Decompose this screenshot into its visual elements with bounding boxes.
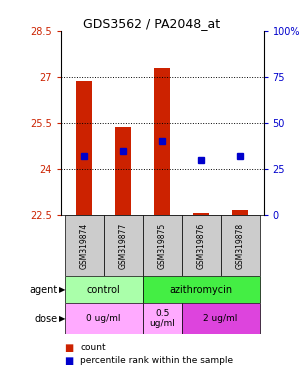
FancyBboxPatch shape — [65, 303, 143, 334]
Text: 2 ug/ml: 2 ug/ml — [204, 314, 238, 323]
Text: 0.5
ug/ml: 0.5 ug/ml — [149, 309, 175, 328]
Bar — [232, 210, 248, 215]
Text: ■: ■ — [64, 356, 73, 366]
Text: 0 ug/ml: 0 ug/ml — [86, 314, 121, 323]
Text: ■: ■ — [64, 343, 73, 353]
Text: control: control — [87, 285, 120, 295]
Text: GSM319876: GSM319876 — [197, 223, 206, 269]
FancyBboxPatch shape — [143, 303, 181, 334]
FancyBboxPatch shape — [143, 215, 181, 276]
Text: GSM319877: GSM319877 — [118, 223, 128, 269]
Bar — [76, 81, 92, 215]
FancyBboxPatch shape — [181, 215, 221, 276]
Text: percentile rank within the sample: percentile rank within the sample — [80, 356, 233, 366]
Bar — [154, 68, 170, 215]
FancyBboxPatch shape — [181, 303, 260, 334]
Text: GDS3562 / PA2048_at: GDS3562 / PA2048_at — [83, 17, 220, 30]
Text: agent: agent — [29, 285, 58, 295]
FancyBboxPatch shape — [104, 215, 143, 276]
Text: ▶: ▶ — [59, 285, 65, 295]
FancyBboxPatch shape — [65, 215, 104, 276]
Text: GSM319875: GSM319875 — [158, 223, 167, 269]
Text: dose: dose — [35, 314, 58, 324]
FancyBboxPatch shape — [221, 215, 260, 276]
Text: ▶: ▶ — [59, 314, 65, 323]
Text: count: count — [80, 343, 106, 352]
FancyBboxPatch shape — [65, 276, 143, 303]
Text: azithromycin: azithromycin — [170, 285, 233, 295]
FancyBboxPatch shape — [143, 276, 260, 303]
Bar — [115, 127, 131, 215]
Text: GSM319874: GSM319874 — [79, 223, 88, 269]
Text: GSM319878: GSM319878 — [236, 223, 245, 269]
Bar — [193, 213, 209, 215]
